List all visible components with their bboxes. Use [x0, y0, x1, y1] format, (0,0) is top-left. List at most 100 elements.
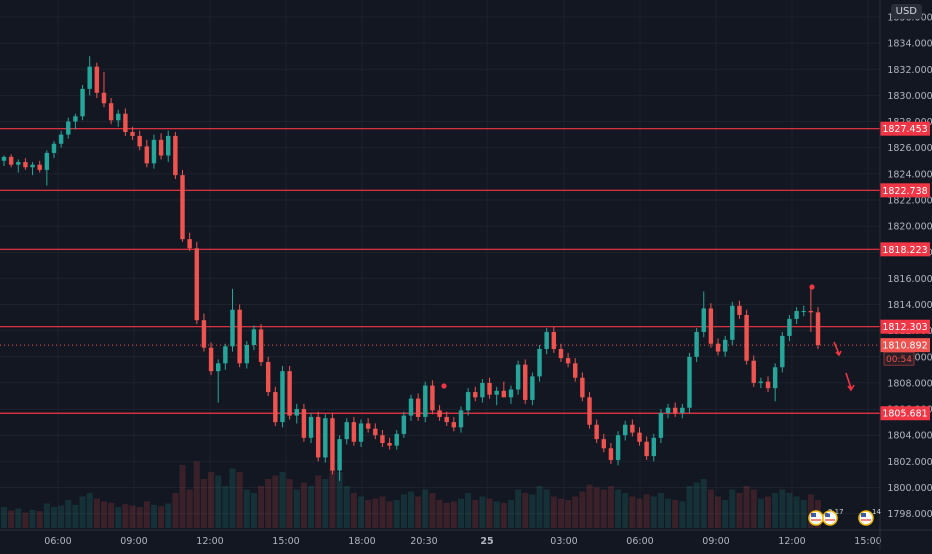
event-markers[interactable]: 2.17 14: [808, 508, 881, 526]
volume-bar: [22, 512, 29, 528]
candle-body: [751, 360, 756, 383]
volume-bar: [622, 493, 629, 528]
volume-bar: [386, 501, 393, 528]
candle-body: [680, 407, 685, 413]
candle-body: [8, 156, 14, 165]
candle-body: [116, 113, 121, 121]
volume-bar: [500, 502, 507, 528]
candle-body: [315, 416, 321, 458]
y-tick-label: 1826.000: [887, 143, 932, 154]
candle-body: [808, 311, 814, 313]
volume-bar: [100, 501, 107, 528]
y-tick-label: 1802.000: [887, 457, 932, 468]
y-tick-label: 1820.000: [887, 222, 932, 233]
volume-bar: [379, 496, 386, 528]
volume-bar: [493, 501, 500, 528]
x-tick-label: 20:30: [410, 536, 437, 547]
x-tick-label: 15:00: [272, 536, 299, 547]
marker-dot: [441, 383, 447, 389]
y-tick-label: 1816.000: [887, 274, 932, 285]
volume-bar: [757, 498, 764, 528]
volume-bar: [650, 496, 657, 528]
volume-bar: [200, 479, 207, 528]
volume-bar: [693, 482, 700, 528]
x-tick-label: 09:00: [702, 536, 729, 547]
volume-bar: [293, 489, 300, 528]
volume-bar: [93, 498, 100, 528]
volume-bar: [465, 493, 472, 528]
volume-bar: [300, 482, 307, 528]
candle-body: [515, 364, 521, 390]
candle-body: [308, 416, 314, 438]
volume-bar: [522, 493, 529, 528]
volume-bar: [779, 489, 786, 528]
candle-body: [265, 362, 271, 393]
candle-body: [387, 443, 392, 446]
price-level-label: 1822.738: [882, 186, 927, 197]
volume-bars: [1, 461, 821, 528]
countdown-tag: [883, 351, 915, 366]
candle-body: [580, 377, 585, 398]
volume-bar: [436, 500, 443, 528]
candle-body: [194, 248, 200, 321]
x-tick-label: 06:00: [626, 536, 653, 547]
volume-bar: [236, 472, 243, 528]
candle-body: [258, 329, 264, 363]
x-tick-label: 15:00: [854, 536, 881, 547]
x-tick-label: 03:00: [550, 536, 577, 547]
candle-body: [487, 382, 492, 395]
volume-bar: [129, 505, 136, 528]
volume-bar: [572, 496, 579, 528]
volume-bar: [50, 507, 57, 528]
volume-bar: [615, 489, 622, 528]
volume-bar: [457, 498, 464, 528]
volume-bar: [472, 500, 479, 528]
x-tick-label: 18:00: [348, 536, 375, 547]
flag-canton: [825, 513, 830, 517]
candle-body: [244, 345, 249, 364]
volume-bar: [679, 501, 686, 528]
currency-button[interactable]: USD: [890, 4, 922, 19]
candle-body: [437, 410, 442, 417]
candle-body: [494, 390, 499, 395]
candle-body: [101, 92, 107, 104]
candle-body: [530, 376, 535, 400]
volume-bar: [279, 472, 286, 528]
candle-body: [173, 135, 178, 176]
x-tick-label: 09:00: [120, 536, 147, 547]
candle-body: [94, 66, 100, 93]
candle-body: [215, 363, 221, 372]
volume-bar: [743, 486, 750, 528]
event-count-label: 2.17: [828, 508, 844, 516]
volume-bar: [222, 486, 229, 528]
volume-bar: [72, 504, 79, 528]
volume-bar: [400, 494, 407, 528]
candle-body: [273, 392, 278, 423]
price-level-label: 1812.303: [882, 322, 927, 333]
candle-body: [37, 164, 42, 170]
volume-bar: [422, 489, 429, 528]
economic-event-flag[interactable]: 2.17: [808, 508, 844, 526]
volume-bar: [736, 493, 743, 528]
volume-bar: [486, 498, 493, 528]
volume-bar: [215, 475, 222, 528]
volume-bar: [722, 500, 729, 528]
candle-body: [594, 424, 599, 440]
candle-body: [523, 364, 528, 400]
volume-bar: [350, 493, 357, 528]
price-level-tag: [880, 319, 930, 334]
economic-event-flag[interactable]: 14: [858, 508, 881, 526]
candle-body: [380, 435, 385, 444]
volume-bar: [29, 509, 36, 528]
candle-body: [251, 329, 257, 346]
candle-body: [223, 346, 228, 364]
volume-bar: [165, 503, 172, 528]
volume-bar: [507, 500, 514, 528]
volume-bar: [308, 486, 315, 528]
candle-body: [66, 121, 71, 135]
x-tick-label: 12:00: [196, 536, 223, 547]
volume-bar: [429, 493, 436, 528]
volume-bar: [793, 496, 800, 528]
